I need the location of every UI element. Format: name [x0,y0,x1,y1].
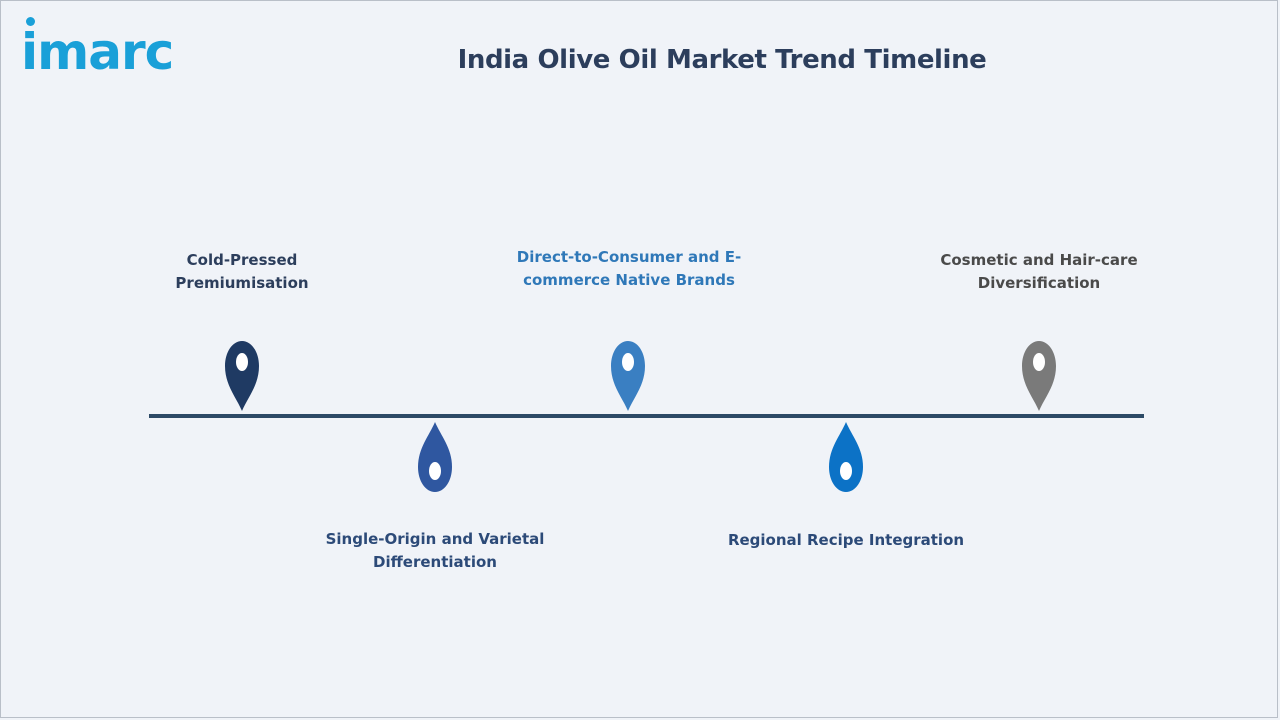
timeline-axis [149,414,1144,418]
event-label-4-line1: Regional Recipe Integration [727,531,965,549]
event-label-1: Cold-Pressed Premiumisation [122,249,362,295]
event-label-1-line2: Premiumisation [175,274,309,292]
pin-body-3 [611,341,645,411]
event-label-1-line1: Cold-Pressed [186,251,298,269]
event-label-5-line2: Diversification [977,274,1101,292]
logo-dot [26,17,35,26]
event-label-5: Cosmetic and Hair-care Diversification [919,249,1159,295]
event-label-4: Regional Recipe Integration [706,529,986,552]
pin-marker-5 [1022,341,1056,411]
pin-marker-4 [829,422,863,492]
event-label-5-line1: Cosmetic and Hair-care [940,251,1138,269]
pin-marker-1 [225,341,259,411]
event-label-3: Direct-to-Consumer and E- commerce Nativ… [489,246,769,292]
pin-marker-2 [418,422,452,492]
pin-marker-3 [611,341,645,411]
pin-body-2 [418,422,452,492]
event-label-3-line1: Direct-to-Consumer and E- [516,248,742,266]
page-title: India Olive Oil Market Trend Timeline [457,45,987,75]
imarc-logo: imarc [21,15,211,81]
event-label-2: Single-Origin and Varietal Differentiati… [315,528,555,574]
event-label-2-line2: Differentiation [373,553,497,571]
pin-body-4 [829,422,863,492]
event-label-2-line1: Single-Origin and Varietal [325,530,545,548]
event-label-3-line2: commerce Native Brands [523,271,735,289]
pin-body-5 [1022,341,1056,411]
pin-body-1 [225,341,259,411]
logo-text: imarc [21,23,174,81]
